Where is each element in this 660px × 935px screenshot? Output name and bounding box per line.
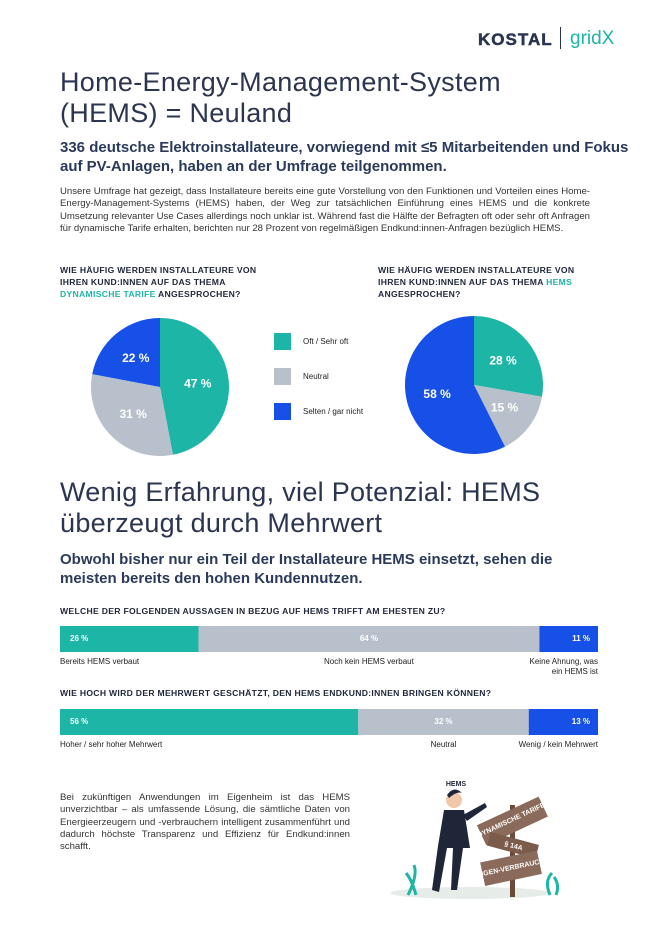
legend-label: Selten / gar nicht xyxy=(303,407,364,416)
bar-segment xyxy=(60,626,199,652)
bar-category-label: Keine Ahnung, was ein HEMS ist xyxy=(529,657,599,676)
slice-label: 31 % xyxy=(119,407,147,421)
slice-label: 22 % xyxy=(122,351,150,365)
bar-value-label: 26 % xyxy=(70,634,88,643)
illustration xyxy=(390,789,560,899)
legend-label: Oft / Sehr oft xyxy=(303,337,349,346)
legend-label: Neutral xyxy=(303,372,329,381)
legend-swatch xyxy=(274,368,291,385)
logo-partner: gridX xyxy=(570,28,615,49)
chart-title: WIE HÄUFIG WERDEN INSTALLATEURE VON IHRE… xyxy=(60,264,260,300)
bar-value-label: 32 % xyxy=(434,717,452,726)
bar-category-label: Neutral xyxy=(430,740,457,749)
logo-divider xyxy=(560,27,561,49)
chart-title: WIE HÄUFIG WERDEN INSTALLATEURE VON IHRE… xyxy=(378,264,578,300)
slice-label: 15 % xyxy=(491,401,519,415)
title-highlight: DYNAMISCHE TARIFE xyxy=(60,289,156,299)
bar-segment xyxy=(60,709,359,735)
legend-swatch xyxy=(274,333,291,350)
pie-slice xyxy=(92,318,160,387)
bar-category-label: Bereits HEMS verbaut xyxy=(60,657,140,666)
legend-swatch xyxy=(274,403,291,420)
section-title: Wenig Erfahrung, viel Potenzial: HEMS üb… xyxy=(60,477,541,538)
title-end: ANGESPROCHEN? xyxy=(158,289,241,299)
title-highlight: HEMS xyxy=(546,277,573,287)
slice-label: 58 % xyxy=(423,387,451,401)
bar-value-label: 11 % xyxy=(572,634,590,643)
section-subtitle: 336 deutsche Elektroinstallateure, vorwi… xyxy=(60,139,629,175)
bar-segment xyxy=(528,709,598,735)
bar-value-label: 64 % xyxy=(360,634,378,643)
slice-label: 47 % xyxy=(184,376,212,390)
slice-label: 28 % xyxy=(489,354,517,368)
sign-label: § 14A xyxy=(503,841,523,853)
closing-text: Bei zukünftigen Anwendungen im Eigenheim… xyxy=(60,792,350,853)
bar-category-label: Hoher / sehr hoher Mehrwert xyxy=(60,740,163,749)
bar-value-label: 56 % xyxy=(70,717,88,726)
sign-label: HEMS xyxy=(446,781,467,788)
bar-category-label: Wenig / kein Mehrwert xyxy=(518,740,598,749)
pie-slice xyxy=(405,316,506,454)
bar-value-label: 13 % xyxy=(572,717,590,726)
pie-slice xyxy=(90,374,173,456)
logo-brand: KOSTAL xyxy=(478,30,553,50)
title-text: WIE HÄUFIG WERDEN INSTALLATEURE VON IHRE… xyxy=(60,265,257,287)
bar-category-label: Noch kein HEMS verbaut xyxy=(324,657,414,666)
chart-title: WELCHE DER FOLGENDEN AUSSAGEN IN BEZUG A… xyxy=(60,606,446,616)
intro-text: Unsere Umfrage hat gezeigt, dass Install… xyxy=(60,186,590,234)
bar-segment xyxy=(198,626,540,652)
pie-slice xyxy=(160,318,230,455)
section-title: Home-Energy-Management-System (HEMS) = N… xyxy=(60,67,501,128)
title-text: WIE HÄUFIG WERDEN INSTALLATEURE VON IHRE… xyxy=(378,265,575,287)
chart-title: WIE HOCH WIRD DER MEHRWERT GESCHÄTZT, DE… xyxy=(60,688,492,698)
title-end: ANGESPROCHEN? xyxy=(378,289,461,299)
pie-slice xyxy=(474,385,542,447)
section-subtitle: Obwohl bisher nur ein Teil der Installat… xyxy=(60,551,553,587)
bar-segment xyxy=(539,626,598,652)
pie-slice xyxy=(474,316,543,397)
bar-segment xyxy=(358,709,529,735)
